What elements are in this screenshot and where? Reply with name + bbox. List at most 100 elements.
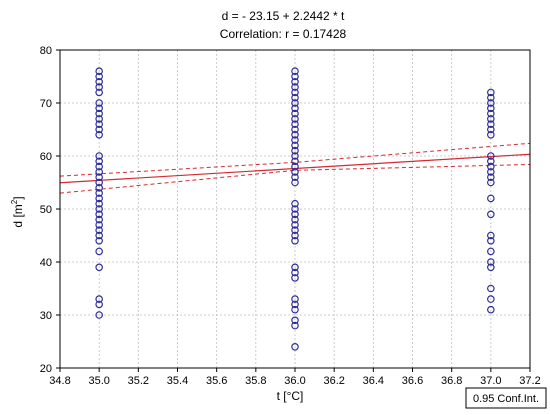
data-point — [291, 67, 299, 76]
data-point — [291, 146, 299, 155]
data-point — [95, 237, 103, 245]
data-point — [291, 83, 299, 91]
data-point — [95, 263, 103, 272]
y-tick-label: 50 — [40, 204, 52, 216]
data-point — [291, 173, 299, 182]
data-point — [487, 157, 495, 166]
data-point — [487, 231, 495, 240]
data-point — [291, 316, 299, 325]
data-point — [95, 157, 103, 166]
data-point — [95, 152, 103, 160]
x-axis-label: t [°C] — [277, 389, 304, 403]
data-point — [487, 210, 495, 219]
data-point — [95, 226, 103, 235]
data-point — [95, 104, 103, 113]
data-point — [487, 125, 495, 134]
data-point — [291, 205, 299, 213]
data-point — [487, 162, 495, 171]
data-point — [291, 221, 299, 229]
data-point — [291, 263, 299, 272]
x-tick-label: 36.2 — [323, 375, 344, 387]
data-point — [487, 284, 495, 293]
data-point — [487, 152, 495, 160]
y-axis-ticks: 20 30 40 50 60 70 80 — [40, 45, 60, 375]
data-point — [291, 136, 299, 144]
data-point — [95, 109, 103, 118]
data-point — [291, 162, 299, 171]
data-point — [487, 168, 495, 176]
data-point — [487, 104, 495, 113]
data-point — [95, 131, 103, 139]
data-point — [487, 194, 495, 203]
data-point — [487, 305, 495, 314]
data-point — [95, 184, 103, 192]
data-point — [95, 221, 103, 229]
data-point — [95, 231, 103, 240]
data-point — [95, 311, 103, 319]
y-tick-label: 40 — [40, 257, 52, 269]
data-point — [291, 300, 299, 309]
data-point — [95, 83, 103, 91]
data-point — [95, 199, 103, 208]
data-point — [291, 93, 299, 102]
data-point — [291, 109, 299, 118]
legend-box — [465, 387, 547, 409]
x-axis-ticks: 34.8 35.0 35.2 35.4 35.6 35.8 36.0 36.2 36.4 36.6… — [49, 368, 541, 387]
data-point — [95, 194, 103, 203]
data-point — [291, 115, 299, 123]
data-point — [487, 99, 495, 107]
data-point — [291, 104, 299, 113]
x-tick-label: 36.4 — [363, 375, 384, 387]
chart-subtitle: Correlation: r = 0.17428 — [220, 27, 347, 41]
data-point — [291, 152, 299, 160]
data-point — [95, 78, 103, 86]
y-tick-label: 80 — [40, 45, 52, 57]
y-axis-label: d [m2] — [10, 196, 25, 227]
data-points — [95, 67, 495, 351]
data-point — [291, 78, 299, 86]
data-point — [487, 178, 495, 187]
confidence-band — [59, 142, 531, 194]
x-tick-label: 35.4 — [167, 375, 188, 387]
y-axis-label-main: d [m — [11, 204, 25, 227]
x-tick-label: 35.6 — [206, 375, 227, 387]
data-point — [487, 120, 495, 129]
data-point — [95, 88, 103, 97]
x-tick-label: 36.0 — [284, 375, 305, 387]
x-tick-label: 35.2 — [128, 375, 149, 387]
data-point — [487, 173, 495, 182]
data-point — [487, 131, 495, 139]
data-point — [291, 99, 299, 107]
data-point — [95, 215, 103, 224]
data-point — [95, 162, 103, 171]
x-tick-label: 37.0 — [480, 375, 501, 387]
data-point — [291, 168, 299, 176]
legend: 0.95 Conf.Int. — [465, 387, 547, 409]
x-tick-label: 35.0 — [88, 375, 109, 387]
legend-label: 0.95 Conf.Int. — [473, 393, 539, 405]
grid — [60, 50, 530, 368]
data-point — [95, 99, 103, 107]
x-tick-label: 36.8 — [441, 375, 462, 387]
x-tick-label: 37.2 — [519, 375, 540, 387]
y-tick-label: 30 — [40, 310, 52, 322]
data-point — [487, 109, 495, 118]
data-point — [487, 237, 495, 245]
data-point — [95, 168, 103, 176]
data-point — [95, 295, 103, 303]
data-point — [291, 237, 299, 245]
data-point — [291, 178, 299, 187]
data-point — [95, 205, 103, 213]
y-axis-label-end: ] — [11, 196, 25, 199]
data-point — [487, 258, 495, 266]
y-axis-label-superscript: 2 — [10, 199, 19, 204]
data-point — [291, 157, 299, 166]
confidence-lower-line — [59, 163, 531, 194]
data-point — [291, 88, 299, 97]
y-tick-label: 70 — [40, 98, 52, 110]
x-tick-label: 35.8 — [245, 375, 266, 387]
data-point — [487, 295, 495, 303]
data-point — [291, 226, 299, 235]
plot-frame — [59, 49, 531, 369]
